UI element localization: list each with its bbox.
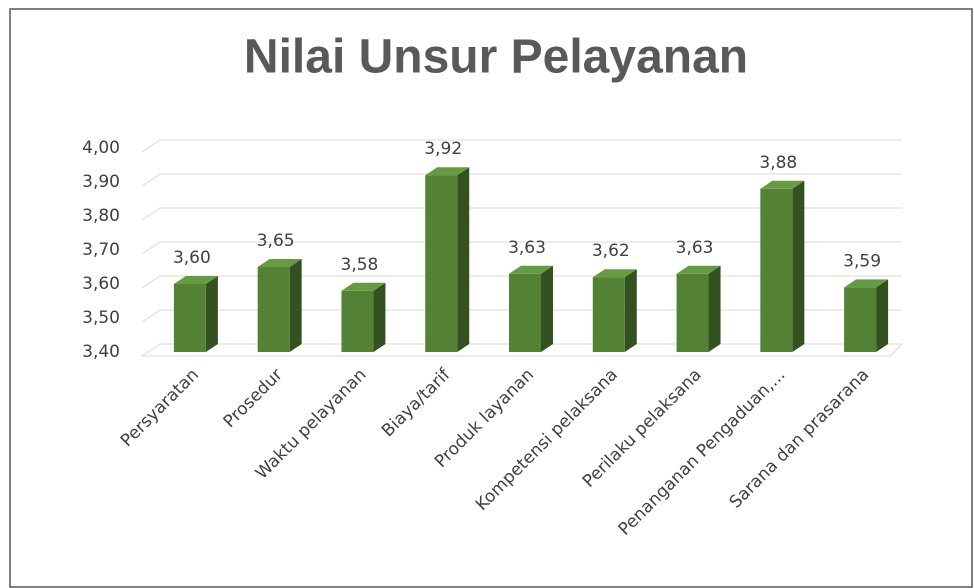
y-tick-label: 3,70 <box>82 240 120 260</box>
grid-line <box>141 343 902 357</box>
bar <box>844 287 877 352</box>
y-tick-label: 3,90 <box>82 172 120 192</box>
grid-line <box>141 139 902 153</box>
data-label: 3,63 <box>508 238 546 258</box>
grid-line <box>141 207 902 221</box>
data-label: 3,92 <box>424 139 462 159</box>
bar <box>760 188 793 352</box>
data-label: 3,62 <box>592 241 630 261</box>
data-label: 3,63 <box>676 238 714 258</box>
y-tick-label: 3,60 <box>82 274 120 294</box>
bar-top <box>676 265 721 274</box>
bar-side <box>289 259 302 352</box>
y-tick-label: 4,00 <box>82 138 120 158</box>
data-label: 3,60 <box>173 248 211 268</box>
grid-line <box>141 241 902 255</box>
bar-top <box>425 167 470 176</box>
grid-line <box>141 275 902 289</box>
grid-line <box>141 309 902 323</box>
bar-side <box>457 167 470 352</box>
data-label: 3,59 <box>843 251 881 271</box>
chart-frame <box>9 8 973 588</box>
bar-side <box>792 180 805 352</box>
bar <box>592 277 625 352</box>
data-label: 3,58 <box>341 255 379 275</box>
bar-side <box>205 276 218 352</box>
bar-top <box>592 269 637 278</box>
bar <box>173 284 206 352</box>
bar-side <box>708 265 721 352</box>
bar-top <box>341 282 386 291</box>
bar <box>509 273 541 352</box>
bar-top <box>173 276 218 284</box>
bar-top <box>509 265 553 274</box>
bar-top <box>257 259 302 267</box>
bar <box>257 267 290 352</box>
bar <box>341 290 374 352</box>
bar-top <box>760 180 805 189</box>
bar-side <box>624 269 637 352</box>
data-label: 3,88 <box>759 153 797 173</box>
bar-side <box>541 265 553 352</box>
data-label: 3,65 <box>257 231 295 251</box>
floor <box>142 343 903 357</box>
bar <box>676 273 709 352</box>
bar-side <box>373 282 386 352</box>
bar-top <box>844 279 889 288</box>
bar <box>425 175 458 352</box>
y-tick-label: 3,40 <box>82 342 120 362</box>
y-tick-label: 3,50 <box>82 308 120 328</box>
y-tick-label: 3,80 <box>82 206 120 226</box>
chart-title: Nilai Unsur Pelayanan <box>244 31 748 84</box>
grid-line <box>141 173 902 187</box>
bar-side <box>876 279 889 352</box>
